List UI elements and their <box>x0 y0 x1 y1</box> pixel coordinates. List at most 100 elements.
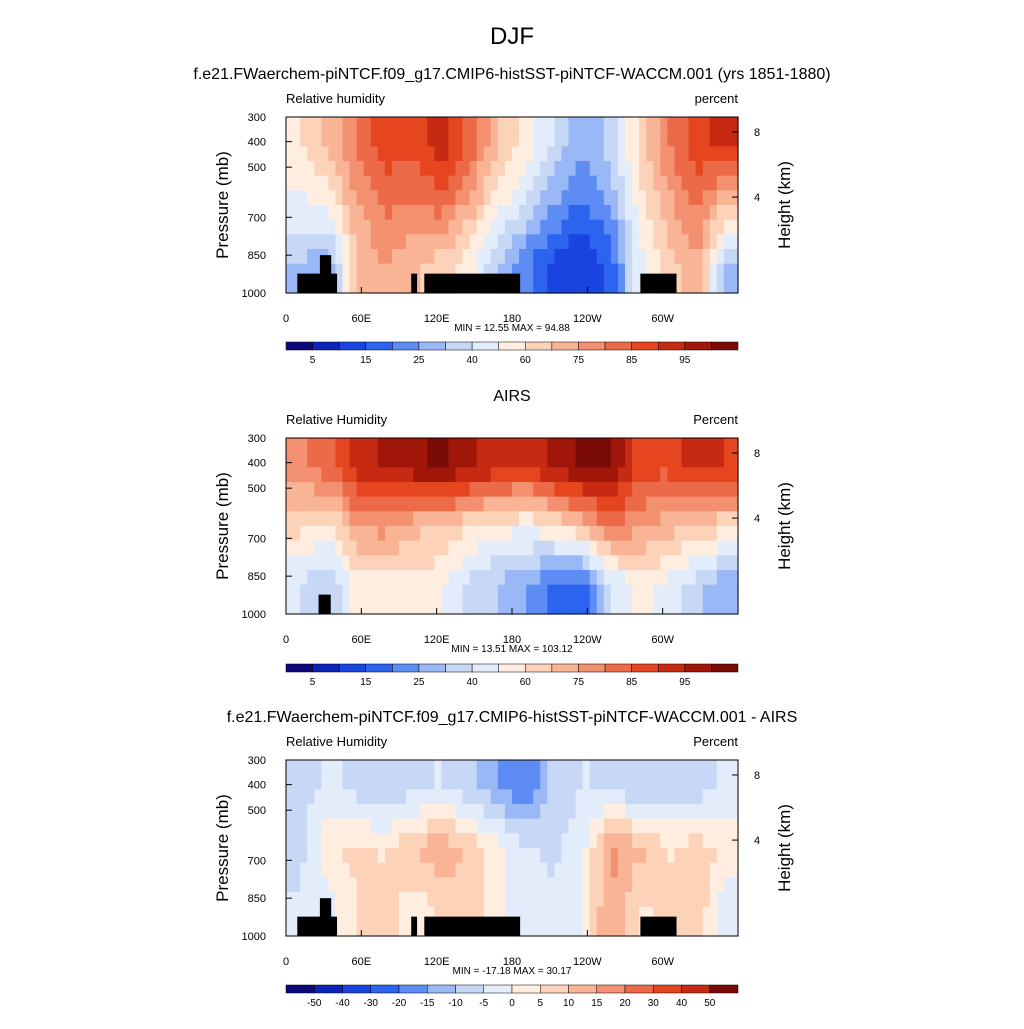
field-cell <box>300 205 308 221</box>
field-cell <box>603 862 612 878</box>
field-cell <box>469 131 478 147</box>
field-cell <box>427 848 435 864</box>
field-cell <box>413 249 421 265</box>
field-cell <box>448 219 457 235</box>
field-cell <box>681 599 690 615</box>
field-cell <box>300 540 308 556</box>
field-cell <box>349 833 358 849</box>
field-cell <box>342 526 351 542</box>
field-cell <box>462 892 471 908</box>
field-cell <box>497 249 506 265</box>
field-cell <box>688 482 697 498</box>
field-cell <box>660 511 668 527</box>
field-cell <box>632 906 640 922</box>
field-cell <box>314 161 322 177</box>
field-cell <box>349 205 358 221</box>
field-cell <box>413 496 421 512</box>
field-cell <box>568 555 577 571</box>
field-cell <box>596 906 605 922</box>
field-cell <box>455 906 464 922</box>
field-cell <box>448 789 457 805</box>
field-cell <box>625 263 633 279</box>
colorbar-label: -15 <box>420 998 435 1009</box>
field-cell <box>384 862 393 878</box>
field-cell <box>632 467 640 483</box>
field-cell <box>554 789 563 805</box>
field-cell <box>483 146 492 162</box>
field-cell <box>617 219 626 235</box>
field-cell <box>413 848 421 864</box>
field-cell <box>512 161 520 177</box>
field-cell <box>540 205 548 221</box>
field-cell <box>533 161 541 177</box>
field-cell <box>314 555 322 571</box>
field-cell <box>547 804 555 820</box>
field-cell <box>504 584 513 600</box>
field-cell <box>406 555 414 571</box>
field-cell <box>540 117 548 133</box>
field-cell <box>653 249 661 265</box>
field-cell <box>688 818 697 834</box>
field-cell <box>653 848 661 864</box>
field-cell <box>497 862 506 878</box>
field-cell <box>519 774 527 790</box>
field-cell <box>469 570 478 586</box>
field-cell <box>688 234 697 250</box>
field-cell <box>391 175 400 191</box>
field-cell <box>455 117 464 133</box>
field-cell <box>554 804 563 820</box>
field-cell <box>300 249 308 265</box>
field-cell <box>349 467 358 483</box>
field-cell <box>328 877 337 893</box>
field-cell <box>533 804 541 820</box>
field-cell <box>632 555 640 571</box>
field-cell <box>723 263 732 279</box>
x-tick-label: 0 <box>283 956 289 968</box>
field-cell <box>646 131 654 147</box>
field-cell <box>568 921 577 937</box>
field-cell <box>370 131 379 147</box>
field-cell <box>568 131 577 147</box>
colorbar-label: 15 <box>360 677 372 688</box>
y-tick-label: 700 <box>248 533 266 545</box>
field-cell <box>561 278 570 294</box>
field-cell <box>540 833 548 849</box>
field-cell <box>709 789 718 805</box>
field-cell <box>349 263 358 279</box>
field-cell <box>709 848 718 864</box>
field-cell <box>286 146 294 162</box>
field-cell <box>568 789 577 805</box>
field-cell <box>674 511 683 527</box>
field-cell <box>370 526 379 542</box>
field-cell <box>730 555 739 571</box>
field-cell <box>589 774 598 790</box>
field-cell <box>688 921 697 937</box>
field-cell <box>730 234 739 250</box>
field-cell <box>540 452 548 468</box>
field-cell <box>293 848 301 864</box>
field-cell <box>497 789 506 805</box>
field-cell <box>406 234 414 250</box>
field-cell <box>342 234 351 250</box>
field-cell <box>300 877 308 893</box>
field-cell <box>462 789 471 805</box>
y2-axis-label: Height (km) <box>775 804 794 892</box>
field-cell <box>300 570 308 586</box>
field-cell <box>632 278 640 294</box>
field-cell <box>568 862 577 878</box>
field-cell <box>688 570 697 586</box>
field-cell <box>730 278 739 294</box>
field-cell <box>540 921 548 937</box>
field-cell <box>716 570 725 586</box>
field-cell <box>625 555 633 571</box>
field-cell <box>321 804 329 820</box>
field-cell <box>455 599 464 615</box>
field-cell <box>568 804 577 820</box>
field-cell <box>434 452 442 468</box>
field-cell <box>547 555 555 571</box>
field-cell <box>307 263 315 279</box>
field-cell <box>448 833 457 849</box>
field-cell <box>370 205 379 221</box>
field-cell <box>286 190 294 206</box>
